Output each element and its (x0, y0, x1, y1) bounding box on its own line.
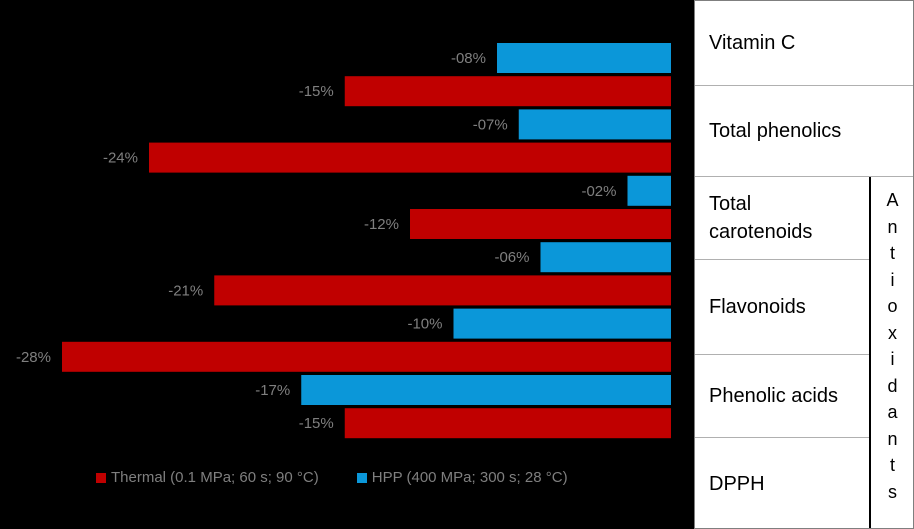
legend-swatch-thermal (96, 472, 106, 483)
bar-thermal-7 (214, 275, 671, 306)
data-label-4: -02% (581, 183, 616, 200)
group-label-letter: a (887, 402, 898, 422)
group-label-letter: s (888, 481, 897, 502)
legend: Thermal (0.1 MPa; 60 s; 90 °C) HPP (400 … (96, 469, 568, 486)
category-label: Total carotenoids (709, 193, 813, 243)
bar-hpp-6 (540, 242, 671, 273)
category-total-phenolics: Total phenolics (694, 86, 914, 177)
category-dpph: DPPH (694, 438, 869, 529)
bar-chart: -08% -15% -07% -24% -02% -12% -06% -21% -10% -28%… (16, 43, 671, 439)
data-label-3: -24% (103, 150, 138, 167)
chart-area: -08% -15% -07% -24% -02% -12% -06% -21% -10% -28%… (16, 43, 671, 486)
category-total-carotenoids: Total carotenoids (694, 177, 869, 260)
category-label: Phenolic acids (709, 385, 838, 407)
category-phenolic-acids: Phenolic acids (694, 355, 869, 438)
data-label-11: -15% (299, 415, 334, 432)
legend-swatch-hpp (356, 472, 367, 483)
legend-label-thermal: Thermal (0.1 MPa; 60 s; 90 °C) (111, 469, 319, 486)
bar-hpp-8 (453, 308, 671, 339)
bar-thermal-3 (149, 142, 671, 173)
bar-hpp-2 (518, 109, 671, 140)
category-panel: Vitamin C Total phenolics Total caroteno… (694, 0, 914, 529)
data-label-9: -28% (16, 349, 51, 366)
group-label-letter: t (889, 455, 895, 475)
bar-thermal-9 (62, 341, 671, 372)
group-label-letter: t (889, 243, 895, 263)
group-divider (869, 177, 871, 529)
data-label-2: -07% (473, 116, 508, 133)
group-label-letter: n (887, 216, 898, 237)
data-label-8: -10% (407, 316, 442, 333)
group-label-letter: i (890, 269, 895, 290)
bar-hpp-4 (627, 175, 671, 206)
data-label-7: -21% (168, 282, 203, 299)
category-flavonoids: Flavonoids (694, 260, 869, 355)
data-label-10: -17% (255, 382, 290, 399)
data-label-0: -08% (451, 50, 486, 67)
data-label-1: -15% (299, 83, 334, 100)
group-label-letter: n (887, 428, 898, 449)
group-label-letter: d (887, 375, 898, 396)
bar-hpp-0 (497, 43, 671, 73)
data-label-6: -06% (494, 249, 529, 266)
group-label-letter: A (886, 190, 899, 210)
bar-thermal-1 (344, 76, 671, 107)
category-vitamin-c: Vitamin C (694, 0, 914, 86)
category-label: Total phenolics (709, 120, 842, 142)
category-label: Flavonoids (709, 296, 806, 318)
category-label: Vitamin C (709, 31, 796, 54)
category-label: DPPH (709, 472, 765, 495)
data-label-5: -12% (364, 216, 399, 233)
group-label-letter: i (890, 349, 895, 369)
legend-item-thermal: Thermal (0.1 MPa; 60 s; 90 °C) (96, 469, 319, 486)
bar-thermal-5 (410, 209, 671, 239)
bar-thermal-11 (344, 408, 671, 439)
group-label-letter: o (887, 296, 898, 316)
bar-hpp-10 (301, 375, 671, 405)
legend-label-hpp: HPP (400 MPa; 300 s; 28 °C) (371, 469, 568, 486)
legend-item-hpp: HPP (400 MPa; 300 s; 28 °C) (356, 469, 568, 486)
group-label-letter: x (888, 322, 897, 343)
